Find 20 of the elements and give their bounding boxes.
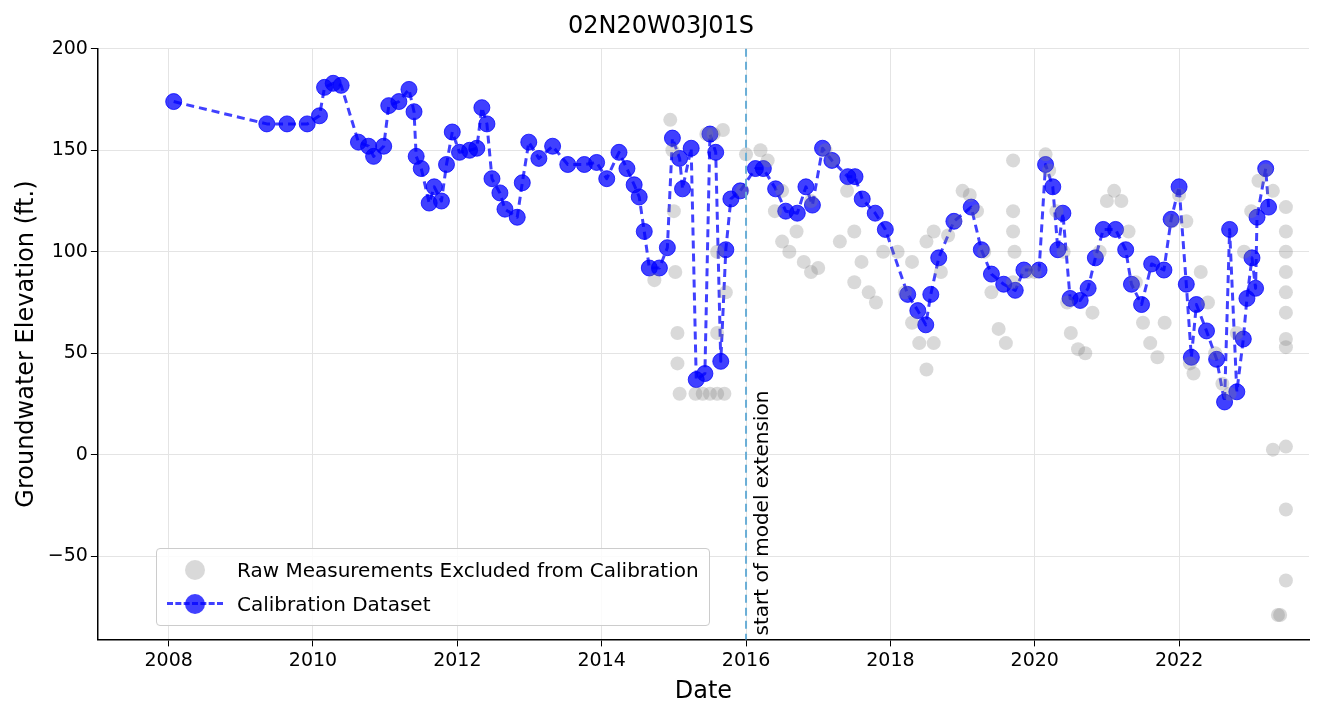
- chart-title: 02N20W03J01S: [567, 10, 755, 39]
- y-tick-label: −50: [47, 543, 88, 566]
- x-tick-label: 2010: [288, 647, 338, 670]
- y-tick-label: 0: [75, 441, 88, 464]
- ref-line-label: start of model extension: [749, 390, 774, 636]
- legend-label: Raw Measurements Excluded from Calibration: [237, 558, 699, 582]
- x-tick-label: 2008: [144, 647, 193, 670]
- x-tick-label: 2018: [866, 647, 915, 670]
- x-tick-label: 2016: [721, 647, 771, 670]
- x-tick-label: 2022: [1154, 647, 1204, 670]
- x-tick-label: 2012: [433, 647, 482, 670]
- x-tick-label: 2014: [577, 647, 626, 670]
- legend-label: Calibration Dataset: [237, 592, 431, 616]
- y-axis-title: Groundwater Elevation (ft.): [10, 180, 39, 508]
- x-tick-label: 2020: [1010, 647, 1059, 670]
- y-tick-label: 100: [51, 238, 88, 261]
- y-tick-label: 200: [51, 35, 88, 58]
- y-tick-label: 150: [51, 137, 88, 160]
- x-axis-title: Date: [674, 675, 733, 704]
- y-tick-label: 50: [63, 340, 88, 363]
